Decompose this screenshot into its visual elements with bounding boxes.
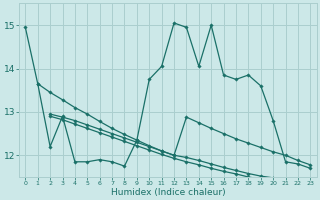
X-axis label: Humidex (Indice chaleur): Humidex (Indice chaleur): [110, 188, 225, 197]
